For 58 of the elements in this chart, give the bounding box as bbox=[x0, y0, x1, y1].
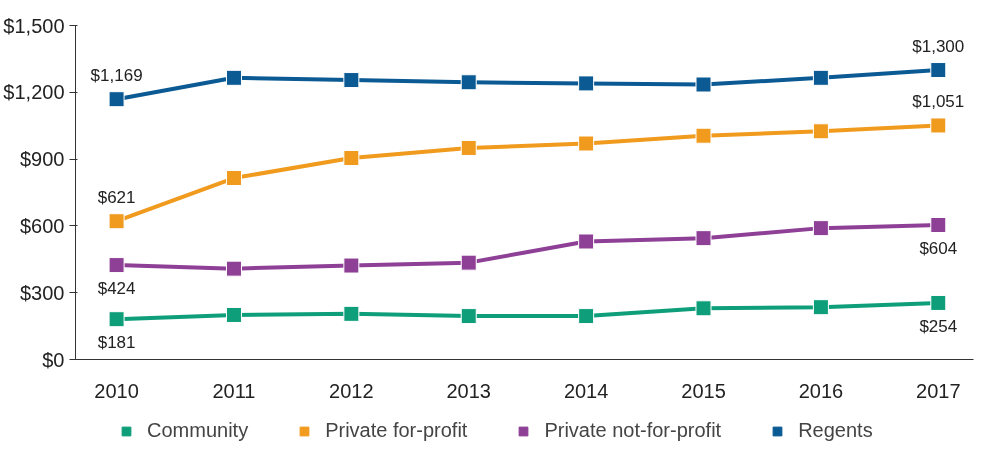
point bbox=[460, 74, 477, 91]
data-label: $181 bbox=[97, 333, 136, 353]
legend-label: Community bbox=[147, 419, 249, 442]
point bbox=[695, 230, 712, 247]
point bbox=[930, 294, 947, 311]
point bbox=[695, 76, 712, 93]
legend-label: Regents bbox=[798, 419, 873, 442]
point bbox=[812, 220, 829, 237]
x-tick-label: 2015 bbox=[681, 379, 726, 402]
point bbox=[695, 300, 712, 317]
point bbox=[343, 257, 360, 274]
point bbox=[343, 149, 360, 166]
point bbox=[812, 123, 829, 140]
data-label: $254 bbox=[919, 316, 958, 336]
data-label: $1,300 bbox=[912, 37, 965, 57]
point bbox=[225, 260, 242, 277]
point bbox=[460, 139, 477, 156]
data-label: $424 bbox=[97, 279, 136, 299]
y-tick-label: $1,500 bbox=[3, 14, 65, 37]
point bbox=[343, 305, 360, 322]
y-tick-label: $0 bbox=[42, 348, 65, 371]
point bbox=[578, 233, 595, 250]
point bbox=[225, 170, 242, 187]
data-label: $604 bbox=[919, 239, 958, 259]
point bbox=[578, 75, 595, 92]
x-tick-label: 2016 bbox=[798, 379, 844, 402]
data-label: $1,169 bbox=[90, 66, 143, 86]
point bbox=[108, 213, 125, 230]
point bbox=[343, 72, 360, 89]
x-tick-label: 2013 bbox=[446, 379, 491, 402]
point bbox=[108, 257, 125, 274]
y-tick-label: $600 bbox=[20, 214, 65, 237]
y-tick-label: $300 bbox=[20, 281, 65, 304]
point bbox=[578, 135, 595, 152]
point bbox=[108, 311, 125, 328]
y-tick-label: $1,200 bbox=[3, 81, 65, 104]
x-tick-label: 2017 bbox=[916, 379, 961, 402]
point bbox=[695, 127, 712, 144]
point bbox=[812, 299, 829, 316]
point bbox=[225, 306, 242, 323]
point bbox=[812, 69, 829, 86]
y-tick-label: $900 bbox=[20, 148, 65, 171]
point bbox=[930, 217, 947, 234]
point bbox=[460, 308, 477, 325]
x-tick-label: 2011 bbox=[212, 379, 256, 402]
point bbox=[108, 91, 125, 108]
data-label: $621 bbox=[97, 188, 136, 208]
x-tick-label: 2012 bbox=[329, 379, 374, 402]
point bbox=[578, 308, 595, 325]
legend-label: Private for-profit bbox=[325, 419, 468, 442]
legend-label: Private not-for-profit bbox=[544, 419, 722, 442]
x-tick-label: 2014 bbox=[563, 379, 609, 402]
x-tick-label: 2010 bbox=[94, 379, 139, 402]
point bbox=[930, 117, 947, 134]
data-label: $1,051 bbox=[912, 92, 965, 112]
point bbox=[225, 69, 242, 86]
point bbox=[930, 62, 947, 79]
point bbox=[460, 254, 477, 271]
